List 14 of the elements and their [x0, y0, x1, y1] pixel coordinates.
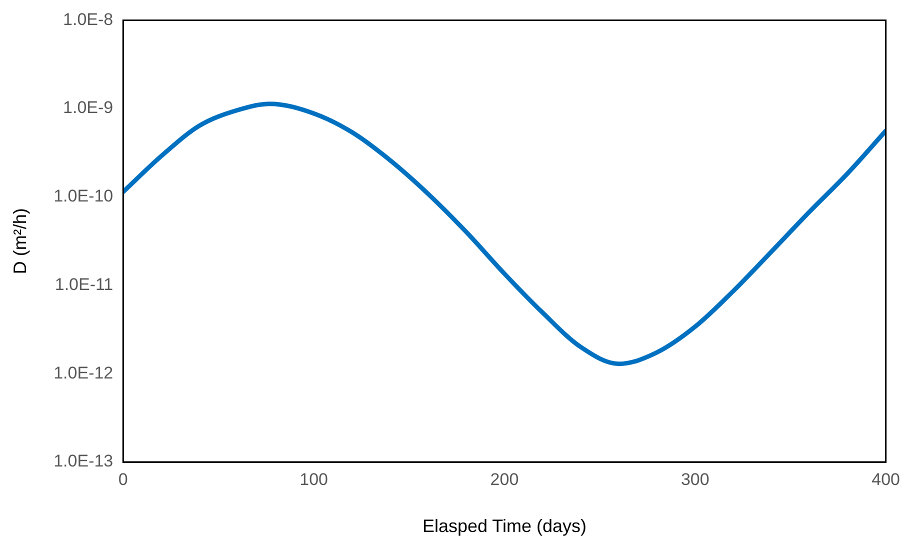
y-tick-label: 1.0E-12	[54, 363, 114, 382]
x-tick-label: 0	[118, 470, 128, 489]
x-tick-label: 300	[680, 470, 710, 489]
y-tick-label: 1.0E-11	[54, 274, 114, 294]
line-series	[123, 102, 886, 366]
y-axis-title: D (m²/h)	[10, 208, 30, 274]
x-tick-label: 400	[872, 470, 900, 489]
y-tick-label: 1.0E-8	[63, 10, 114, 29]
y-tick-label: 1.0E-10	[54, 186, 114, 206]
x-tick-label: 100	[300, 470, 328, 489]
x-tick-label: 200	[490, 470, 519, 489]
x-axis-title: Elasped Time (days)	[422, 516, 587, 536]
y-tick-label: 1.0E-13	[54, 452, 114, 471]
y-tick-label: 1.0E-9	[63, 98, 114, 118]
